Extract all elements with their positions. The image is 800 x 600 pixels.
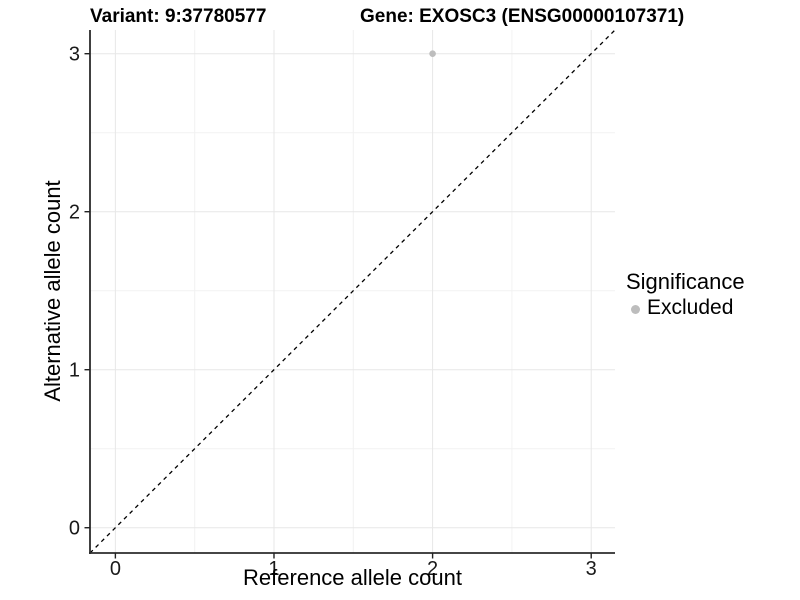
identity-reference-line: [89, 29, 616, 554]
y-tick-label: 3: [69, 44, 80, 66]
legend-item-excluded: Excluded: [626, 296, 745, 320]
x-tick-label: 1: [268, 558, 279, 580]
y-tick-label: 2: [69, 202, 80, 224]
x-tick-label: 2: [427, 558, 438, 580]
legend-title: Significance: [626, 269, 745, 294]
y-tick-label: 0: [69, 518, 80, 540]
x-axis-title: Reference allele count: [243, 565, 462, 590]
y-tick-label: 1: [69, 360, 80, 382]
x-tick-label: 3: [586, 558, 597, 580]
legend: Significance Excluded: [626, 269, 745, 320]
legend-key-dot-icon: [631, 304, 640, 314]
y-axis-title: Alternative allele count: [40, 180, 65, 402]
gene-title: Gene: EXOSC3 (ENSG00000107371): [360, 6, 685, 27]
variant-title: Variant: 9:37780577: [90, 6, 267, 27]
x-tick-label: 0: [110, 558, 121, 580]
scatter-point: [429, 50, 436, 58]
legend-item-label: Excluded: [647, 296, 734, 319]
